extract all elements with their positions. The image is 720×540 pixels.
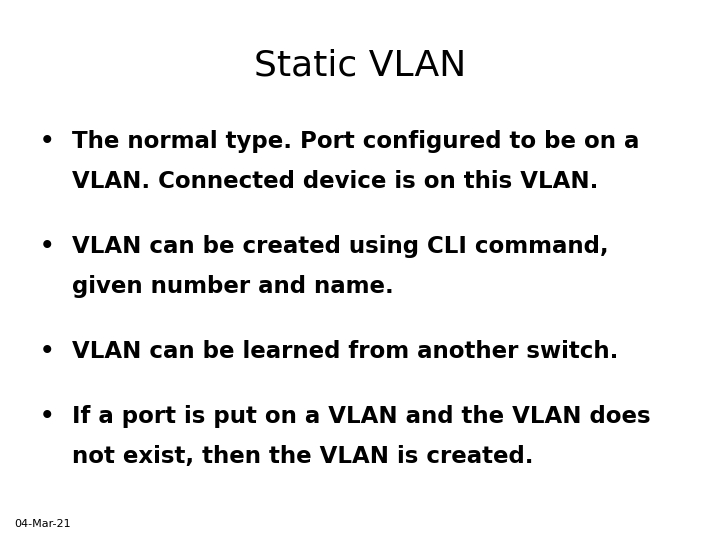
Text: •: • [40,405,54,428]
Text: The normal type. Port configured to be on a: The normal type. Port configured to be o… [72,130,639,153]
Text: •: • [40,235,54,258]
Text: given number and name.: given number and name. [72,275,394,299]
Text: VLAN can be created using CLI command,: VLAN can be created using CLI command, [72,235,608,258]
Text: Static VLAN: Static VLAN [254,49,466,83]
Text: VLAN. Connected device is on this VLAN.: VLAN. Connected device is on this VLAN. [72,170,598,193]
Text: •: • [40,130,54,153]
Text: VLAN can be learned from another switch.: VLAN can be learned from another switch. [72,340,618,363]
Text: not exist, then the VLAN is created.: not exist, then the VLAN is created. [72,446,534,469]
Text: •: • [40,340,54,363]
Text: 04-Mar-21: 04-Mar-21 [14,519,71,529]
Text: If a port is put on a VLAN and the VLAN does: If a port is put on a VLAN and the VLAN … [72,405,651,428]
